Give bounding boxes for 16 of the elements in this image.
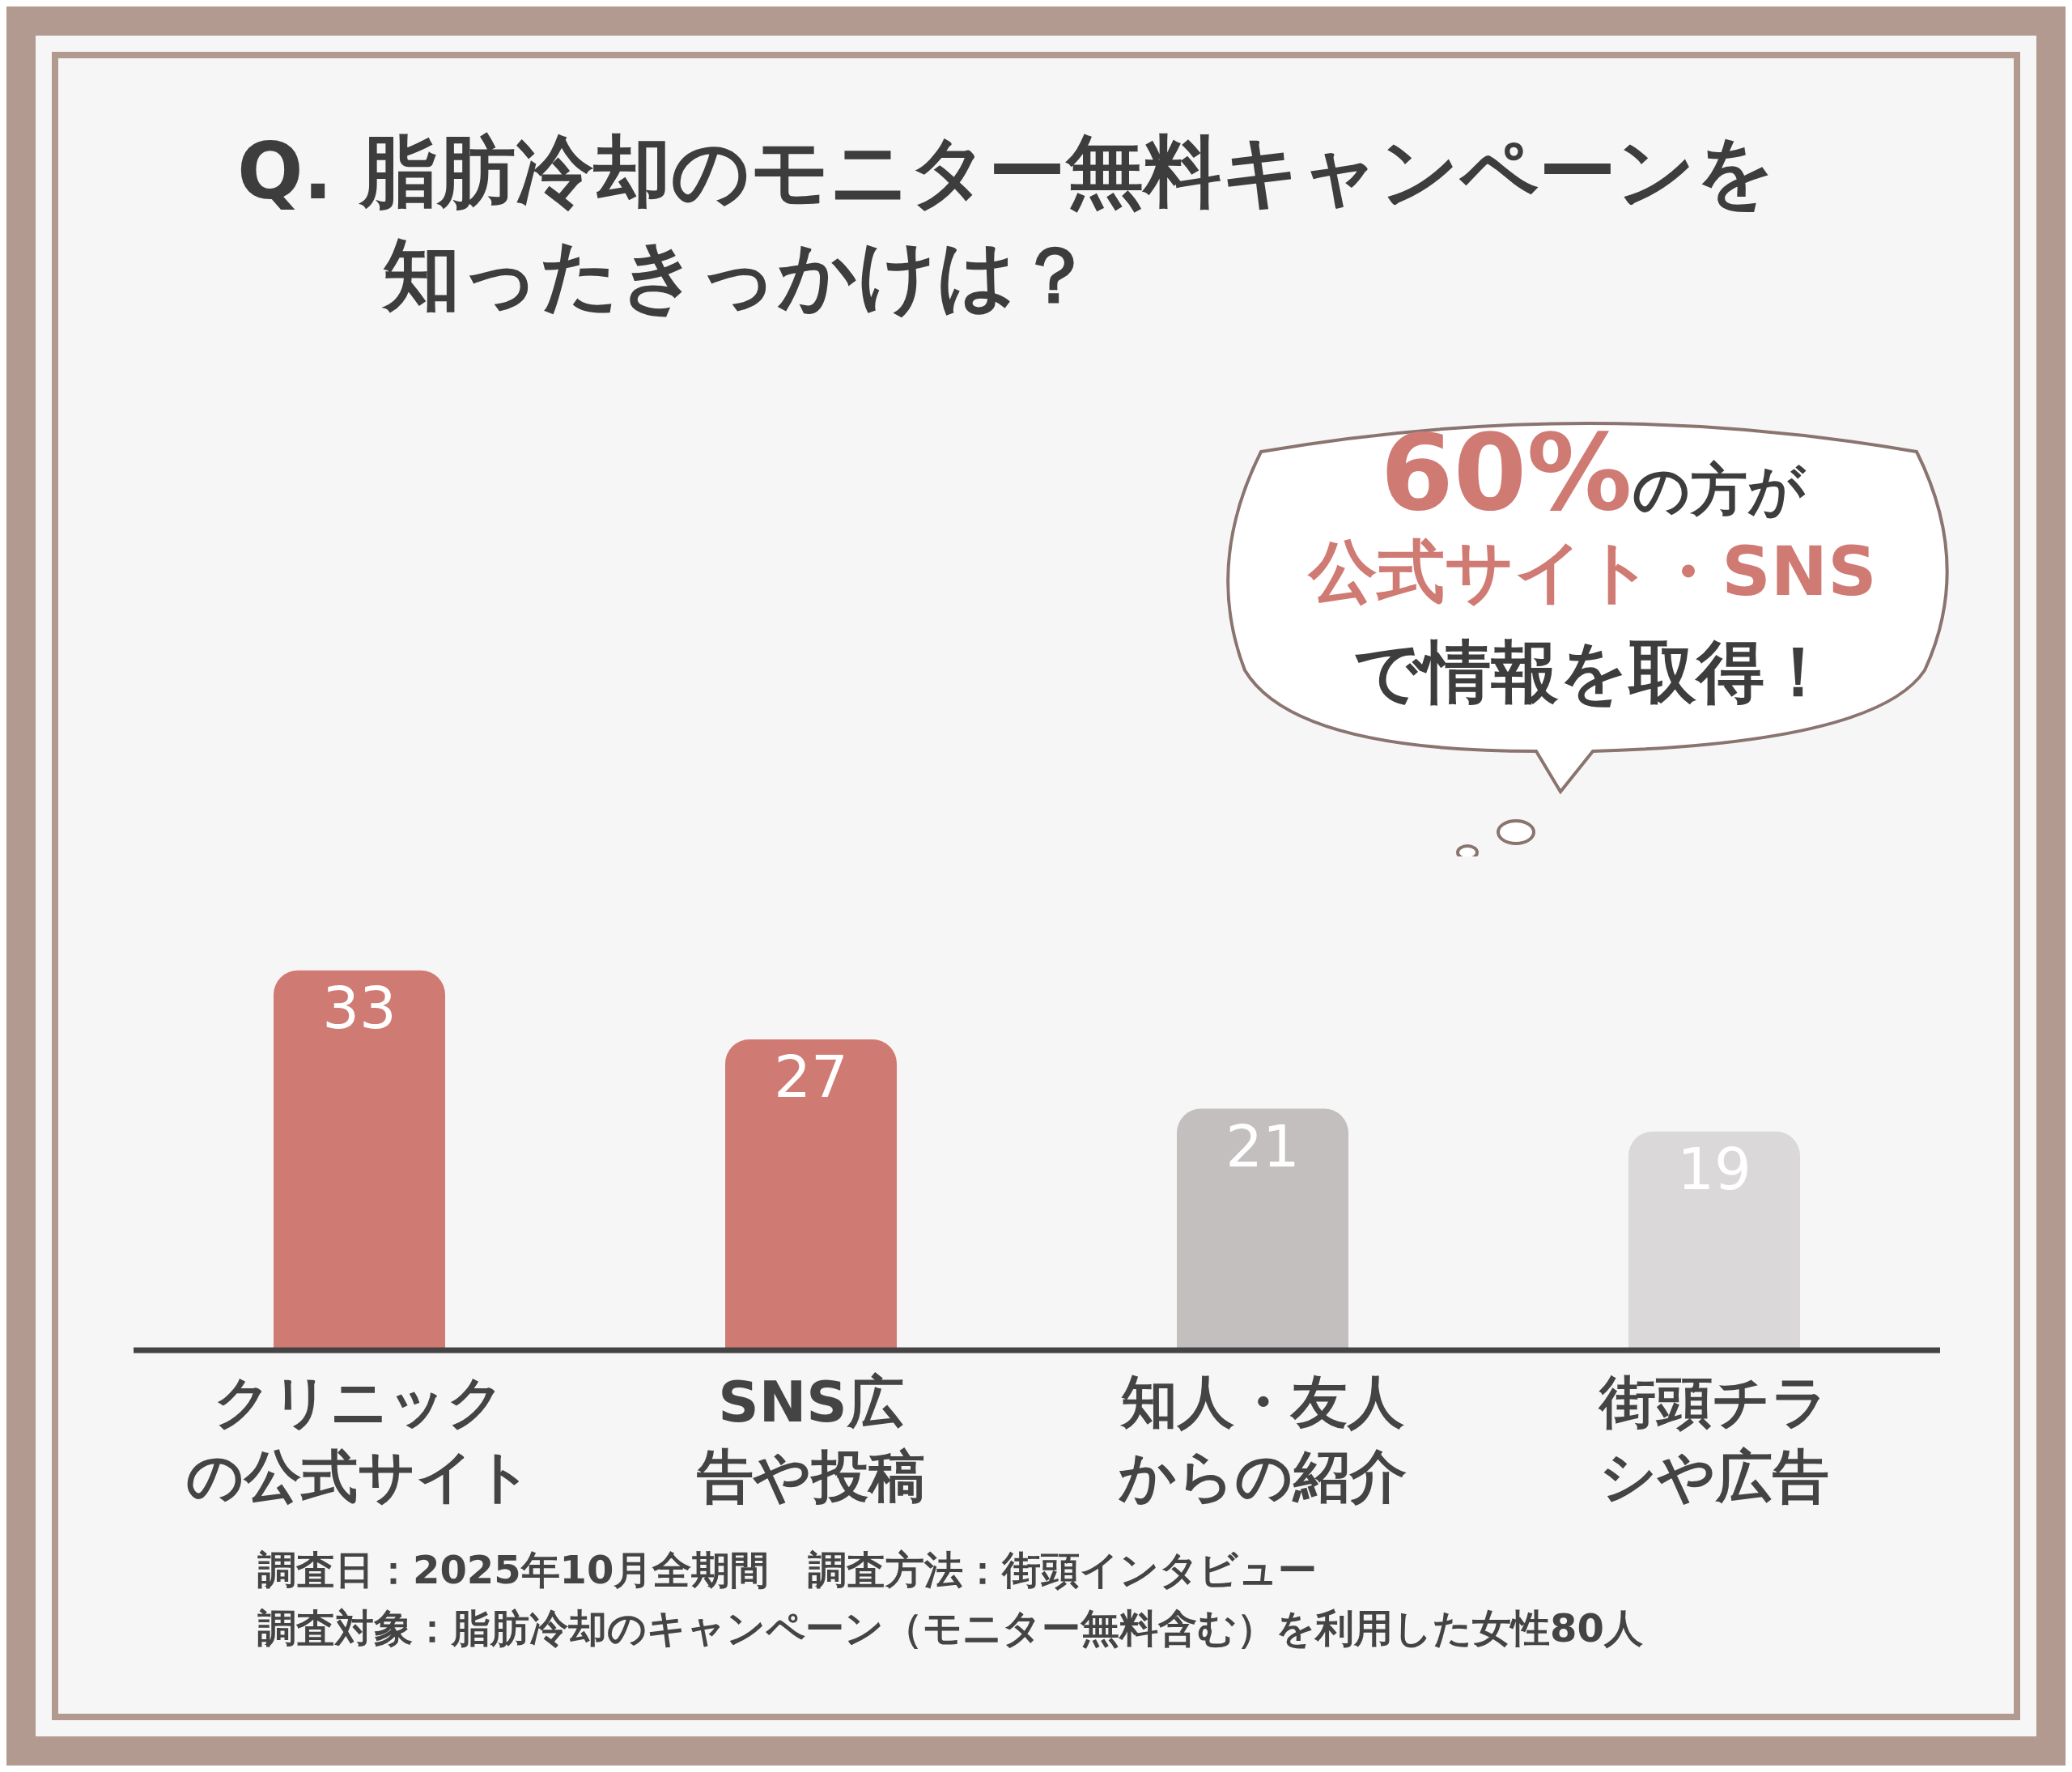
chart-title: Q. 脂肪冷却のモニター無料キャンペーンを知ったきっかけは？: [237, 125, 1775, 322]
bar: [725, 1039, 897, 1350]
text: 調査対象：脂肪冷却のキャンペーン（モニター無料含む）を利用した女性80人: [257, 1604, 1643, 1652]
bar: [1628, 1131, 1800, 1350]
data-label: 21: [1225, 1111, 1300, 1180]
data-label: 27: [774, 1043, 848, 1111]
data-label: 33: [322, 973, 397, 1042]
text: の方が: [1632, 457, 1806, 523]
x-tick-label: クリニックの公式サイト: [185, 1368, 533, 1511]
bar: [1177, 1108, 1348, 1350]
x-tick-label: SNS広告や投稿: [696, 1368, 926, 1511]
bar: [274, 970, 445, 1350]
text: 調査日：2025年10月全期間 調査方法：街頭インタビュー: [257, 1546, 1318, 1594]
x-tick-label: 知人・友人からの紹介: [1118, 1368, 1408, 1511]
x-tick-label: 街頭チラシや広告: [1597, 1368, 1830, 1511]
text: で情報を取得！: [1352, 631, 1833, 713]
